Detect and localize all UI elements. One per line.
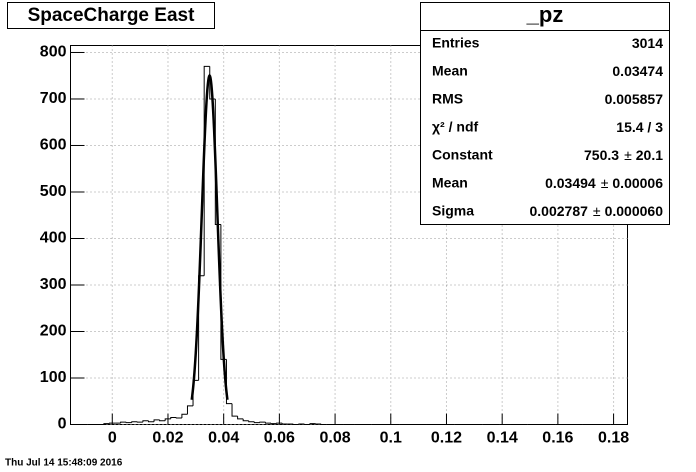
y-tick-label: 800 [40,44,67,61]
stats-box: _pz Entries 3014 Mean 0.03474 RMS 0.005857 χ² … [420,2,670,225]
x-tick-label: 0.04 [208,430,239,447]
y-tick-label: 100 [40,369,67,386]
x-tick-label: 0.12 [431,430,462,447]
chart-title: SpaceCharge East [28,5,196,26]
stats-number: 0.03474 [612,63,663,79]
stats-error: 0.000060 [605,203,664,219]
stats-label: Sigma [432,203,474,219]
title-box [7,2,215,29]
histogram-bin [281,423,288,425]
stats-title: _pz [526,2,564,27]
x-tick-label: 0.1 [380,430,402,447]
stats-label: Mean [432,63,468,79]
histogram-bin [159,419,166,422]
plus-minus: ± [593,203,601,219]
histogram-bin [181,413,188,418]
stats-number: 3014 [632,35,663,51]
histogram-bin [186,405,194,415]
x-tick-label: 0.08 [320,430,351,447]
fit-curve [190,73,229,400]
stats-label: Entries [432,35,480,51]
histogram-bin [103,423,110,425]
y-tick-label: 0 [58,416,67,433]
stats-number: 0.005857 [605,91,664,107]
histogram-bin [203,65,210,276]
x-tick-label: 0 [108,430,117,447]
stats-number: 0.03494 [545,175,596,191]
histogram-bin [170,417,177,419]
stats-error: 0.00006 [612,175,663,191]
stats-frame [420,2,670,225]
stats-value: 0.03474 [612,63,663,79]
x-tick-label: 0.18 [598,430,629,447]
y-tick-label: 300 [40,276,67,293]
stats-error: 20.1 [636,147,663,163]
histogram-bin [120,421,127,424]
stats-label: RMS [432,91,463,107]
histogram-bin [242,418,249,422]
stats-number: 0.002787 [530,203,589,219]
stats-label: Mean [432,175,468,191]
stats-number: 15.4 / 3 [616,119,663,135]
stats-value: 0.03494 ±0.00006 [545,175,663,191]
x-tick-label: 0.14 [487,430,518,447]
x-tick-label: 0.16 [542,430,573,447]
x-tick-label: 0.06 [264,430,295,447]
histogram-bin [264,422,272,424]
histogram-bin [153,419,160,422]
stats-value: 0.002787 ±0.000060 [530,203,664,219]
histogram-bin [164,418,171,421]
stats-value: 3014 [632,35,663,51]
histogram-bin [147,420,155,423]
y-tick-label: 400 [40,230,67,247]
stats-label: χ² / ndf [432,119,478,135]
histogram-bin [225,359,233,405]
histogram-bin [131,421,138,423]
y-tick-label: 700 [40,90,67,107]
y-tick-label: 200 [40,323,67,340]
histogram-bin [248,420,255,423]
histogram-bin [237,416,244,420]
histogram-bin [142,420,149,423]
stats-value: 0.005857 [605,91,664,107]
timestamp: Thu Jul 14 15:48:09 2016 [5,458,123,469]
stats-number: 750.3 [584,147,619,163]
stats-label: Constant [432,147,493,163]
y-tick-label: 500 [40,183,67,200]
histogram-bin [253,421,260,424]
histogram-bin [309,423,316,425]
stats-value: 750.3 ±20.1 [584,147,663,163]
x-tick-label: 0.02 [152,430,183,447]
y-tick-label: 600 [40,137,67,154]
histogram-bin [231,403,238,417]
plus-minus: ± [601,175,609,191]
plus-minus: ± [624,147,632,163]
stats-value: 15.4 / 3 [616,119,663,135]
